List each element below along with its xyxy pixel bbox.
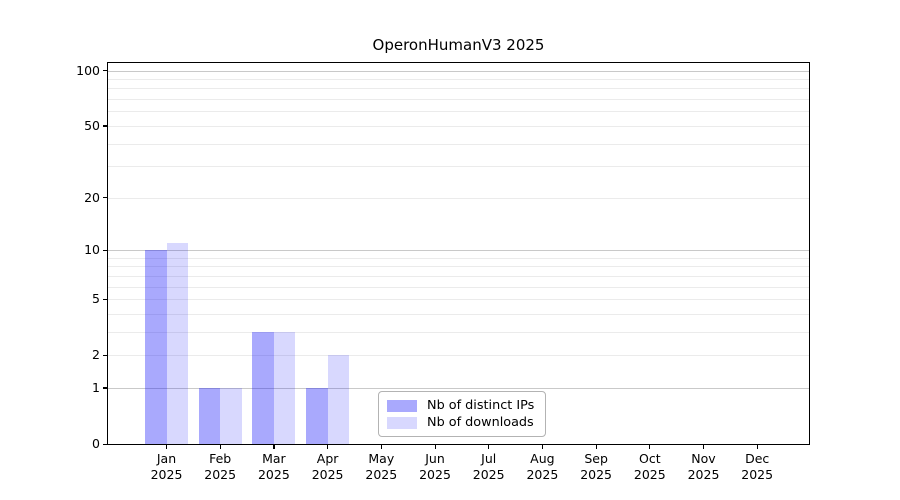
gridline-minor bbox=[108, 125, 809, 127]
gridline-minor bbox=[108, 111, 809, 113]
x-tick-mark bbox=[756, 445, 758, 449]
y-tick-label: 0 bbox=[92, 436, 100, 451]
gridline-minor bbox=[108, 299, 809, 301]
y-tick-label: 5 bbox=[92, 291, 100, 307]
gridline-minor bbox=[108, 99, 809, 101]
y-tick-mark bbox=[103, 443, 107, 445]
bar-downloads bbox=[220, 387, 242, 444]
gridline-minor bbox=[108, 275, 809, 277]
gridline-minor bbox=[108, 286, 809, 288]
gridline-minor bbox=[108, 266, 809, 268]
x-tick-mark bbox=[434, 445, 436, 449]
x-tick-label: Apr 2025 bbox=[311, 451, 344, 482]
gridline-minor bbox=[108, 331, 809, 333]
x-tick-mark bbox=[541, 445, 544, 449]
gridline-minor bbox=[108, 79, 809, 81]
y-tick-label: 50 bbox=[84, 117, 100, 133]
bar-distinct-ips bbox=[145, 250, 167, 444]
bar-downloads bbox=[273, 331, 296, 444]
bar-downloads bbox=[327, 355, 350, 444]
x-tick-label: Feb 2025 bbox=[204, 451, 237, 482]
gridline-major bbox=[108, 250, 809, 251]
y-tick-label: 20 bbox=[84, 189, 100, 205]
x-tick-mark bbox=[166, 445, 168, 449]
gridline-major bbox=[108, 387, 809, 389]
bar-downloads bbox=[166, 242, 188, 444]
x-tick-mark bbox=[380, 445, 382, 449]
x-tick-mark bbox=[327, 445, 329, 449]
y-tick-mark bbox=[103, 125, 107, 127]
bar-distinct-ips bbox=[252, 331, 274, 444]
gridline-minor bbox=[108, 257, 809, 259]
x-tick-mark bbox=[273, 445, 275, 449]
x-tick-mark bbox=[488, 445, 490, 449]
x-tick-label: Nov 2025 bbox=[687, 451, 720, 482]
x-tick-label: Dec 2025 bbox=[741, 451, 774, 482]
legend-label-downloads: Nb of downloads bbox=[427, 414, 534, 430]
y-tick-mark bbox=[103, 387, 107, 389]
gridline-major bbox=[108, 70, 809, 72]
legend-swatch-distinct-ips bbox=[387, 399, 417, 412]
x-tick-label: Mar 2025 bbox=[257, 451, 290, 482]
y-tick-label: 10 bbox=[84, 242, 100, 257]
y-tick-mark bbox=[103, 249, 107, 251]
gridline-minor bbox=[108, 313, 809, 315]
x-tick-mark bbox=[703, 445, 705, 449]
bar-distinct-ips bbox=[198, 387, 221, 444]
gridline-minor bbox=[108, 197, 809, 199]
y-tick-label: 100 bbox=[76, 62, 100, 78]
x-tick-mark bbox=[649, 445, 651, 449]
y-tick-label: 2 bbox=[92, 347, 100, 363]
x-tick-label: Jun 2025 bbox=[419, 451, 451, 482]
y-tick-mark bbox=[103, 70, 107, 72]
legend-swatch-downloads bbox=[387, 416, 417, 429]
chart-title: OperonHumanV3 2025 bbox=[372, 36, 545, 54]
x-tick-label: Jul 2025 bbox=[472, 451, 505, 482]
gridline-minor bbox=[108, 143, 809, 145]
x-tick-mark bbox=[219, 445, 221, 449]
y-tick-label: 1 bbox=[92, 379, 100, 395]
y-tick-mark bbox=[103, 354, 107, 356]
legend-label-distinct-ips: Nb of distinct IPs bbox=[427, 397, 535, 413]
x-tick-mark bbox=[595, 445, 597, 449]
plot-area: 0 1 2 5 10 20 50 100 Jan 2025 Feb 2025 Mar 2025 Apr… bbox=[76, 62, 810, 482]
legend: Nb of distinct IPs Nb of downloads bbox=[378, 391, 546, 437]
bar-distinct-ips bbox=[306, 387, 328, 444]
x-tick-label: Jan 2025 bbox=[150, 451, 183, 482]
y-tick-mark bbox=[103, 197, 107, 199]
legend-entry-distinct-ips: Nb of distinct IPs bbox=[387, 397, 537, 414]
x-tick-label: Oct 2025 bbox=[633, 451, 666, 482]
x-tick-label: Aug 2025 bbox=[526, 451, 559, 482]
gridline-minor bbox=[108, 88, 809, 90]
y-tick-mark bbox=[103, 298, 107, 300]
gridline-minor bbox=[108, 166, 809, 168]
x-tick-label: May 2025 bbox=[365, 451, 398, 482]
x-tick-label: Sep 2025 bbox=[580, 451, 612, 482]
gridline-minor bbox=[108, 355, 809, 357]
legend-entry-downloads: Nb of downloads bbox=[387, 414, 537, 431]
